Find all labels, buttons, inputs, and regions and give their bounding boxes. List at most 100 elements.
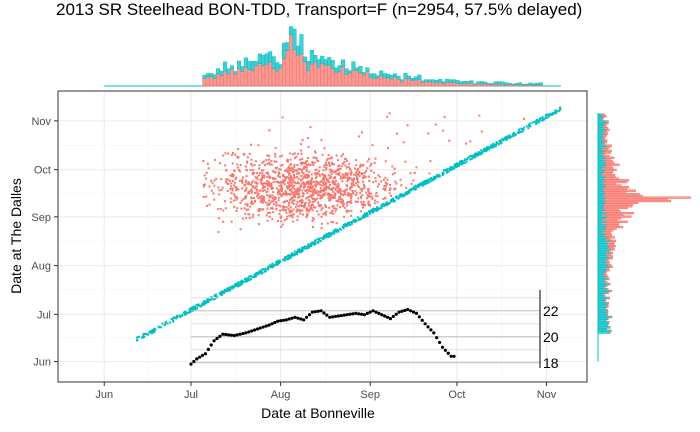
point-direct [362,213,365,216]
point-direct [210,297,213,300]
point-delayed [230,182,233,185]
point-delayed [376,201,379,204]
marginal-x-bar-delayed [424,81,429,87]
point-delayed [291,216,294,219]
point-direct [323,234,326,237]
point-delayed [249,205,252,208]
y-tick-label: Aug [31,261,51,273]
temp-point [252,328,257,332]
point-delayed [280,220,283,223]
point-delayed [295,172,298,175]
point-delayed [318,166,321,169]
point-delayed [334,210,337,213]
point-delayed [295,210,298,213]
point-delayed [306,196,309,199]
point-direct [551,113,554,116]
point-direct [464,161,467,164]
marginal-x-bar-direct [372,73,377,80]
point-delayed [268,162,271,165]
point-delayed [298,189,301,192]
temp-point [394,312,398,316]
point-delayed [224,152,227,155]
point-delayed [291,186,294,189]
point-delayed [337,185,340,188]
point-direct [258,270,261,273]
point-delayed [322,181,325,184]
marginal-x-bar-delayed [327,64,332,87]
point-delayed [260,177,263,180]
marginal-x-bar-delayed [320,63,325,87]
point-direct [144,333,147,336]
point-delayed [278,168,281,171]
point-delayed [293,170,296,173]
point-delayed [286,175,289,178]
point-delayed [307,163,310,166]
point-direct [271,262,274,265]
point-delayed [337,191,340,194]
point-delayed [260,199,263,202]
point-direct [423,182,426,185]
point-delayed [345,210,348,213]
point-direct [512,132,515,135]
point-delayed [355,191,358,194]
point-direct [391,197,394,200]
point-delayed [339,206,342,209]
point-direct [337,230,340,233]
marginal-x-bar-direct [243,57,248,68]
point-delayed [302,213,305,216]
point-direct [213,298,216,301]
point-delayed [305,164,308,167]
point-delayed [294,182,297,185]
point-delayed [251,186,254,189]
marginal-x-bar-delayed [434,82,439,87]
point-delayed [218,193,221,196]
temp-point [267,323,271,327]
point-direct [300,248,303,251]
marginal-x-bar-direct [219,70,224,76]
point-delayed [233,169,236,172]
point-delayed [274,153,277,156]
point-delayed [238,179,241,182]
point-delayed [307,210,310,213]
point-delayed [363,175,366,178]
point-delayed [268,202,271,205]
point-delayed [233,193,236,196]
point-delayed [273,203,276,206]
point-delayed [312,226,315,229]
temp-point [348,312,352,316]
point-delayed [250,183,253,186]
point-direct [537,119,540,122]
point-direct [234,283,237,286]
marginal-y-bar-delayed [608,321,610,324]
marginal-x-bar-delayed [479,83,484,87]
temp-point [293,315,297,319]
point-delayed [336,190,339,193]
point-direct [287,255,290,258]
point-delayed [523,117,526,120]
point-delayed [233,184,236,187]
point-direct [268,265,271,268]
point-delayed [368,203,371,206]
point-delayed [288,189,291,192]
point-delayed [303,205,306,208]
temp-point [206,347,210,351]
temp-point [359,312,364,316]
point-delayed [258,189,261,192]
temp-point [435,336,439,340]
marginal-x-bar-direct [507,83,512,85]
point-direct [327,233,330,236]
point-delayed [306,175,309,178]
point-direct [382,202,385,205]
point-delayed [307,181,310,184]
point-delayed [315,197,318,200]
point-delayed [310,180,313,183]
point-direct [408,189,411,192]
marginal-x-bar-direct [212,74,217,79]
point-delayed [292,199,295,202]
point-delayed [350,197,353,200]
point-delayed [246,161,249,164]
point-delayed [361,173,364,176]
point-delayed [299,212,302,215]
x-tick-label: Oct [448,389,465,401]
marginal-x-bar-direct [361,72,366,76]
